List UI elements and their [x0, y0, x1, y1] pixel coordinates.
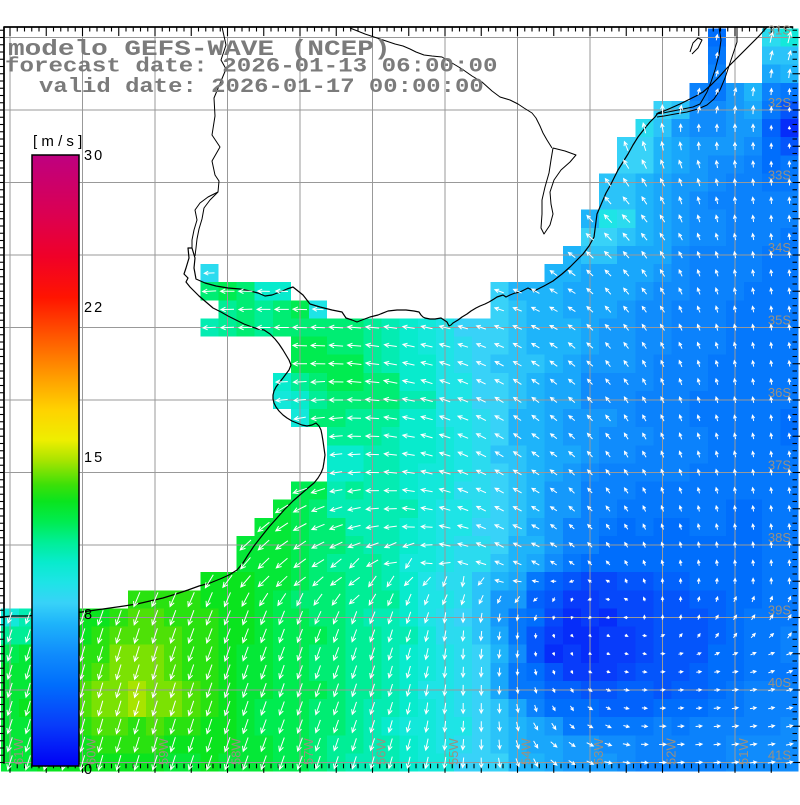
svg-text:54W: 54W	[519, 738, 534, 765]
svg-text:57W: 57W	[301, 738, 316, 765]
svg-text:forecast date: 2026-01-13 06:0: forecast date: 2026-01-13 06:00:00	[5, 55, 497, 78]
svg-text:8: 8	[84, 607, 94, 623]
svg-text:22: 22	[84, 300, 104, 316]
svg-text:36S: 36S	[768, 385, 791, 400]
svg-text:32S: 32S	[768, 95, 791, 110]
svg-text:35S: 35S	[768, 313, 791, 328]
svg-text:0: 0	[84, 762, 94, 778]
svg-text:59W: 59W	[156, 738, 171, 765]
svg-text:55W: 55W	[446, 738, 461, 765]
svg-text:51W: 51W	[736, 738, 751, 765]
svg-text:37S: 37S	[768, 458, 791, 473]
svg-text:31S: 31S	[768, 23, 791, 38]
svg-text:53W: 53W	[591, 738, 606, 765]
svg-text:38S: 38S	[768, 530, 791, 545]
svg-text:39S: 39S	[768, 603, 791, 618]
svg-text:34S: 34S	[768, 240, 791, 255]
svg-text:58W: 58W	[229, 738, 244, 765]
svg-text:15: 15	[84, 450, 104, 466]
svg-text:[m/s]: [m/s]	[33, 133, 87, 150]
svg-text:56W: 56W	[374, 738, 389, 765]
svg-text:41S: 41S	[768, 748, 791, 763]
svg-text:33S: 33S	[768, 168, 791, 183]
svg-text:40S: 40S	[768, 675, 791, 690]
svg-text:61W: 61W	[11, 738, 26, 765]
svg-text:modelo GEFS-WAVE (NCEP): modelo GEFS-WAVE (NCEP)	[8, 36, 390, 61]
svg-text:30: 30	[84, 148, 104, 164]
svg-text:52W: 52W	[664, 738, 679, 765]
svg-text:60W: 60W	[84, 738, 99, 765]
svg-text:valid date: 2026-01-17 00:00:0: valid date: 2026-01-17 00:00:00	[39, 76, 484, 99]
